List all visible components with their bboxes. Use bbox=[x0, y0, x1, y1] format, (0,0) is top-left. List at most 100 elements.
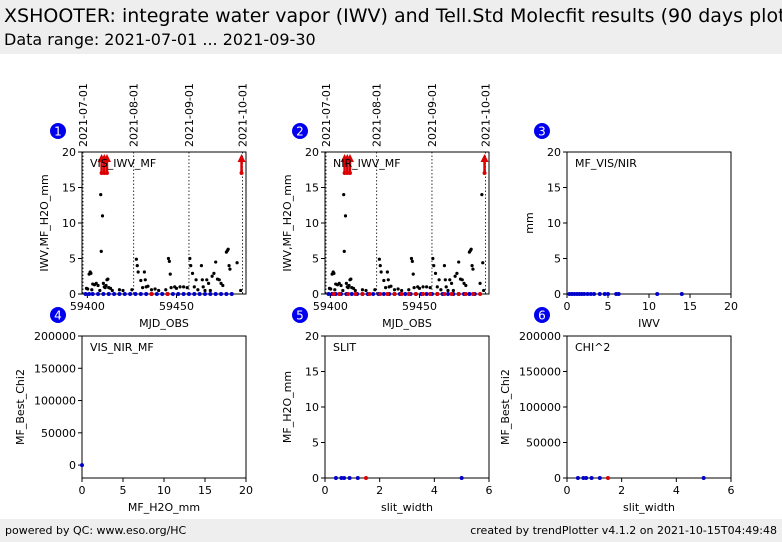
data-point bbox=[122, 292, 127, 296]
y-tick-label: 0 bbox=[554, 472, 561, 485]
data-point bbox=[406, 292, 411, 296]
data-point bbox=[432, 264, 436, 268]
data-point bbox=[178, 285, 182, 289]
data-point bbox=[229, 292, 234, 296]
plot-frame bbox=[324, 335, 490, 479]
data-point bbox=[341, 288, 345, 293]
data-point bbox=[227, 264, 231, 268]
data-point bbox=[141, 286, 145, 290]
data-point bbox=[353, 292, 358, 296]
chart-number-label: 5 bbox=[296, 309, 304, 323]
y-tick-label: 5 bbox=[312, 437, 319, 450]
data-point bbox=[186, 292, 191, 296]
data-point bbox=[442, 264, 447, 268]
data-point bbox=[331, 292, 336, 296]
data-point bbox=[463, 292, 468, 296]
plot-title-label: CHI^2 bbox=[575, 341, 610, 354]
footer-powered-by: powered by QC: www.eso.org/HC bbox=[5, 524, 187, 537]
data-point bbox=[410, 259, 414, 263]
data-point bbox=[443, 278, 447, 282]
y-axis-label: MF_Best_Chi2 bbox=[14, 369, 27, 445]
x-tick-label: 59400 bbox=[313, 300, 348, 313]
data-point bbox=[453, 274, 457, 278]
data-point bbox=[212, 271, 216, 276]
y-axis-label: MF_Best_Chi2 bbox=[499, 369, 512, 445]
data-point bbox=[480, 193, 484, 197]
data-point bbox=[399, 292, 404, 296]
outlier-arrow-dot bbox=[347, 171, 352, 175]
data-point bbox=[343, 214, 348, 218]
page-title: XSHOOTER: integrate water vapor (IWV) an… bbox=[4, 5, 782, 27]
data-point bbox=[170, 292, 175, 296]
x-tick-label: 10 bbox=[642, 300, 656, 313]
x-tick-label: 5 bbox=[120, 484, 127, 497]
data-point bbox=[190, 271, 195, 276]
data-point bbox=[346, 292, 351, 296]
y-tick-label: 50000 bbox=[41, 427, 76, 440]
data-point bbox=[197, 292, 202, 296]
x-axis-label: MF_H2O_mm bbox=[128, 501, 200, 514]
date-marker-label: 2021-08-01 bbox=[128, 83, 141, 147]
chart-number-badge bbox=[534, 307, 550, 323]
data-point bbox=[431, 256, 435, 261]
y-tick-label: 0 bbox=[554, 288, 561, 301]
data-point bbox=[421, 292, 426, 296]
data-point bbox=[153, 287, 157, 291]
y-tick-label: 5 bbox=[312, 253, 319, 266]
data-point bbox=[90, 292, 95, 296]
data-point bbox=[203, 292, 207, 296]
data-point bbox=[581, 476, 586, 480]
date-marker-label: 2021-07-01 bbox=[77, 83, 90, 147]
outlier-arrow-head bbox=[102, 154, 111, 162]
data-point bbox=[206, 281, 211, 285]
data-point bbox=[421, 285, 425, 289]
plot-frame bbox=[566, 151, 732, 295]
outlier-arrow-head bbox=[480, 154, 489, 162]
data-point bbox=[342, 476, 347, 480]
data-point bbox=[117, 292, 122, 296]
chart-number-badge bbox=[292, 307, 308, 323]
data-point bbox=[407, 288, 411, 292]
data-point bbox=[606, 476, 610, 480]
y-tick-label: 15 bbox=[547, 182, 561, 195]
data-point bbox=[169, 286, 173, 290]
data-point bbox=[142, 270, 146, 274]
x-axis-label: slit_width bbox=[381, 501, 433, 514]
data-point bbox=[349, 292, 354, 296]
y-axis-label: IWV,MF_H2O_mm bbox=[38, 174, 51, 271]
data-point bbox=[417, 286, 422, 290]
y-axis-label: mm bbox=[523, 212, 536, 233]
y-tick-label: 0 bbox=[312, 288, 319, 301]
x-tick-label: 20 bbox=[724, 300, 738, 313]
data-point bbox=[701, 476, 706, 480]
data-point bbox=[217, 278, 221, 282]
data-point bbox=[181, 292, 186, 296]
data-point bbox=[347, 283, 351, 288]
data-point bbox=[449, 292, 454, 296]
data-point bbox=[90, 288, 94, 292]
data-point bbox=[582, 292, 587, 296]
data-point bbox=[344, 281, 348, 285]
chart-number-label: 1 bbox=[54, 125, 62, 139]
series-0 bbox=[575, 476, 706, 480]
data-point bbox=[94, 281, 98, 285]
data-point bbox=[106, 292, 111, 296]
x-tick-label: 2 bbox=[376, 484, 383, 497]
data-point bbox=[386, 278, 390, 282]
y-tick-label: 20 bbox=[547, 146, 561, 159]
data-point bbox=[428, 286, 432, 290]
header-bar: XSHOOTER: integrate water vapor (IWV) an… bbox=[0, 0, 782, 54]
data-point bbox=[412, 286, 416, 290]
plot-title-label: VIS_IWV_MF bbox=[90, 157, 156, 170]
data-point bbox=[446, 292, 450, 296]
data-point bbox=[188, 256, 192, 261]
data-point bbox=[226, 247, 230, 251]
chart-number-label: 3 bbox=[538, 125, 546, 139]
data-point bbox=[219, 281, 223, 285]
data-point bbox=[400, 288, 404, 293]
data-point bbox=[456, 292, 461, 296]
data-point bbox=[185, 286, 189, 290]
data-point bbox=[347, 476, 352, 480]
data-point bbox=[176, 292, 181, 296]
y-tick-label: 200000 bbox=[519, 330, 561, 343]
